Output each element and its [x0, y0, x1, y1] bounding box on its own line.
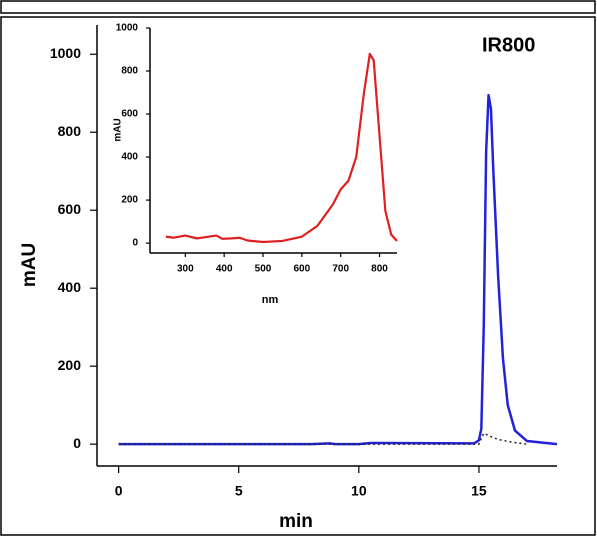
x-tick-label: 800: [371, 264, 388, 275]
top-frame: [0, 0, 596, 14]
y-tick-label: 1000: [50, 45, 81, 61]
chart-title: IR800: [482, 34, 535, 56]
y-tick-label: 200: [121, 195, 138, 206]
x-tick-label: 400: [216, 264, 233, 275]
x-tick-label: 500: [255, 264, 272, 275]
y-axis-label: mAU: [113, 118, 124, 141]
y-tick-label: 0: [132, 238, 138, 249]
y-tick-label: 200: [58, 357, 82, 373]
y-tick-label: 600: [58, 201, 82, 217]
data-line: [165, 52, 398, 244]
x-tick-label: 600: [294, 264, 311, 275]
x-tick-label: 10: [351, 483, 367, 499]
x-tick-label: 700: [332, 264, 349, 275]
y-tick-label: 400: [58, 279, 82, 295]
x-tick-label: 0: [115, 483, 123, 499]
y-tick-label: 1000: [116, 23, 139, 34]
frame: [0, 16, 596, 536]
y-tick-label: 800: [121, 66, 138, 77]
y-tick-label: 400: [121, 152, 138, 163]
x-tick-label: 300: [177, 264, 194, 275]
x-axis-label: nm: [262, 294, 279, 306]
y-tick-label: 800: [58, 123, 82, 139]
y-tick-label: 0: [73, 435, 81, 451]
x-tick-label: 15: [471, 483, 487, 499]
y-tick-label: 600: [121, 109, 138, 120]
x-tick-label: 5: [235, 483, 243, 499]
y-axis-label: mAU: [19, 243, 40, 287]
x-axis-label: min: [279, 511, 313, 532]
